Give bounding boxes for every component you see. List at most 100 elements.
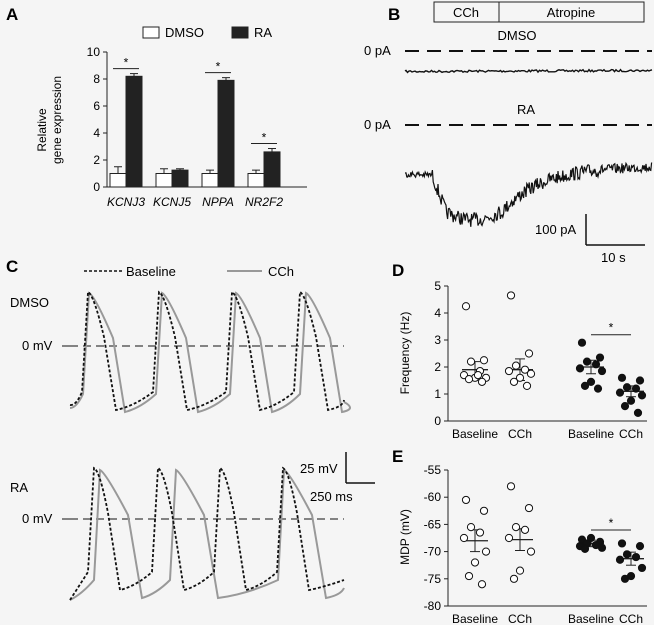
y-tick-label: 3 bbox=[434, 333, 441, 347]
data-point bbox=[575, 364, 585, 373]
significance-marker: * bbox=[216, 60, 221, 74]
dmso-cch-trace bbox=[69, 291, 351, 414]
panel-b-zero-label-dmso: 0 pA bbox=[364, 43, 391, 58]
x-tick-label: KCNJ5 bbox=[153, 195, 191, 209]
scale-label-time: 10 s bbox=[601, 250, 626, 265]
data-point bbox=[582, 357, 592, 366]
significance-marker: * bbox=[262, 131, 267, 145]
panel-b-zero-label-ra: 0 pA bbox=[364, 117, 391, 132]
scale-label-voltage: 25 mV bbox=[300, 461, 338, 476]
panel-a-y-label-line1: Relative bbox=[35, 108, 49, 152]
data-point bbox=[637, 563, 647, 573]
y-tick-label: 1 bbox=[434, 387, 441, 401]
legend-label-cch: CCh bbox=[268, 264, 294, 279]
ra-baseline-trace bbox=[69, 466, 345, 601]
data-point bbox=[597, 366, 607, 376]
data-point bbox=[479, 506, 489, 515]
panel-a-y-ticks: 0 2 4 6 8 10 bbox=[87, 45, 107, 194]
data-point bbox=[515, 566, 525, 575]
ra-cch-trace bbox=[69, 468, 345, 601]
data-point bbox=[466, 357, 476, 366]
data-point bbox=[466, 523, 476, 532]
ra-current-trace bbox=[404, 161, 653, 227]
data-point bbox=[526, 369, 536, 378]
data-point bbox=[633, 408, 643, 417]
y-tick-label: 10 bbox=[87, 45, 101, 59]
y-tick-label: -65 bbox=[424, 517, 442, 531]
data-point bbox=[477, 580, 487, 589]
y-tick-label: 0 bbox=[93, 180, 100, 194]
panel-e-x-labels: Baseline CCh Baseline CCh bbox=[452, 612, 643, 625]
panel-c-letter: C bbox=[6, 257, 18, 276]
data-point bbox=[504, 533, 514, 543]
data-point bbox=[615, 388, 625, 397]
data-point bbox=[506, 291, 516, 300]
scale-label-ms: 250 ms bbox=[310, 489, 353, 504]
data-point bbox=[620, 574, 630, 583]
panel-b-letter: B bbox=[388, 5, 400, 24]
y-tick-label: 0 bbox=[434, 414, 441, 428]
legend-label-ra: RA bbox=[254, 25, 272, 40]
panel-c-dmso-label: DMSO bbox=[10, 295, 49, 310]
significance-marker: * bbox=[124, 56, 129, 70]
legend-label-dmso: DMSO bbox=[165, 25, 204, 40]
bar bbox=[201, 173, 219, 188]
data-point bbox=[464, 375, 474, 384]
data-point bbox=[459, 533, 469, 543]
data-point bbox=[580, 381, 590, 390]
bar bbox=[171, 169, 189, 188]
panel-c: C Baseline CCh DMSO 0 mV 25 mV 250 ms RA… bbox=[6, 257, 375, 601]
x-tick-label: CCh bbox=[619, 427, 643, 441]
data-point bbox=[595, 353, 605, 362]
data-point bbox=[635, 542, 645, 551]
bar bbox=[125, 75, 143, 188]
panel-d-y-ticks: 0 1 2 3 4 5 bbox=[434, 279, 448, 428]
x-tick-label: Baseline bbox=[452, 612, 498, 625]
data-point bbox=[481, 547, 491, 556]
y-tick-label: 5 bbox=[434, 279, 441, 293]
panel-e-y-label: MDP (mV) bbox=[398, 509, 412, 565]
panel-e-y-ticks: -55 -60 -65 -70 -75 -80 bbox=[424, 463, 448, 613]
data-point bbox=[586, 377, 596, 386]
data-point bbox=[470, 558, 480, 567]
data-point bbox=[520, 365, 530, 374]
data-point bbox=[580, 544, 590, 553]
data-point bbox=[524, 349, 534, 358]
significance-marker: * bbox=[609, 321, 614, 335]
panel-e-points: * bbox=[459, 482, 647, 589]
panel-a-bars: KCNJ3 * KCNJ5 NPPA * NR2F2 * bbox=[107, 56, 283, 209]
panel-b-ra-label: RA bbox=[517, 102, 535, 117]
dmso-current-trace bbox=[404, 68, 653, 74]
x-tick-label: KCNJ3 bbox=[107, 195, 145, 209]
data-point bbox=[504, 366, 514, 376]
panel-e: E -55-60-65-70-75-80 * Baseline CCh Baseli… bbox=[392, 447, 647, 625]
y-tick-label: 4 bbox=[93, 126, 100, 140]
y-tick-label: -55 bbox=[424, 463, 442, 477]
panel-d-x-labels: Baseline CCh Baseline CCh bbox=[452, 427, 643, 441]
data-point bbox=[635, 376, 645, 385]
legend-swatch-dmso bbox=[142, 26, 160, 39]
x-tick-label: CCh bbox=[508, 612, 532, 625]
data-point bbox=[520, 525, 530, 534]
bar bbox=[109, 173, 127, 188]
panel-d-letter: D bbox=[392, 261, 404, 280]
panel-b-dmso-label: DMSO bbox=[498, 28, 537, 43]
panel-d: D 0 1 2 3 4 5 * Baseline CCh Baseline CCh Freque… bbox=[392, 261, 647, 441]
data-point bbox=[475, 528, 485, 537]
data-point bbox=[524, 503, 534, 513]
data-point bbox=[615, 555, 625, 564]
panel-d-y-label: Frequency (Hz) bbox=[398, 312, 412, 395]
y-tick-label: 2 bbox=[434, 360, 441, 374]
data-point bbox=[577, 338, 587, 347]
x-tick-label: Baseline bbox=[452, 427, 498, 441]
significance-marker: * bbox=[609, 516, 614, 530]
data-point bbox=[597, 543, 607, 552]
x-tick-label: CCh bbox=[508, 427, 532, 441]
y-tick-label: -75 bbox=[424, 572, 442, 586]
panel-a: A DMSO RA 0 2 4 6 8 10 KCNJ3 * KCNJ5 NPPA * NR2F2 *… bbox=[6, 5, 307, 209]
data-point bbox=[626, 396, 636, 405]
scale-label-current: 100 pA bbox=[535, 222, 577, 237]
x-tick-label: Baseline bbox=[568, 612, 614, 625]
atropine-bar bbox=[498, 1, 645, 23]
